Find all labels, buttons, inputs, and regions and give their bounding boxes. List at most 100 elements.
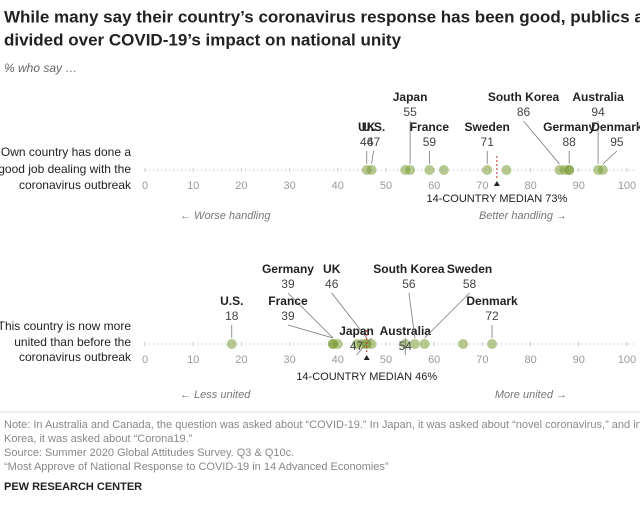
source: Source: Summer 2020 Global Attitudes Sur…: [4, 447, 294, 459]
dot: [419, 339, 430, 349]
leader-line: [356, 337, 372, 356]
country-label: Australia: [380, 324, 432, 338]
value-label: 88: [562, 135, 576, 149]
median-marker: [493, 181, 500, 186]
country-label: Australia: [572, 90, 624, 104]
dot: [424, 165, 435, 175]
x-tick-label: 40: [332, 180, 344, 192]
x-tick-label: 20: [235, 354, 247, 366]
x-tick-label: 90: [573, 180, 585, 192]
x-tick-label: 30: [283, 180, 295, 192]
dot: [409, 339, 420, 349]
country-label: UK: [323, 262, 341, 276]
note: Note: In Australia and Canada, the quest…: [4, 419, 640, 431]
dot: [438, 165, 449, 175]
report-title: “Most Approve of National Response to CO…: [4, 461, 389, 473]
value-label: 58: [463, 277, 477, 291]
value-label: 47: [350, 339, 364, 353]
x-tick-label: 40: [332, 354, 344, 366]
x-tick-label: 60: [428, 354, 440, 366]
dot: [366, 165, 377, 175]
country-label: Sweden: [465, 120, 510, 134]
leader-line: [408, 292, 416, 339]
row-label: Own country has done a: [1, 145, 131, 159]
leader-line: [523, 120, 560, 165]
value-label: 86: [517, 105, 531, 119]
dot: [405, 165, 416, 175]
value-label: 71: [481, 135, 495, 149]
value-label: 47: [367, 135, 381, 149]
country-label: South Korea: [373, 262, 445, 276]
dot: [487, 339, 498, 349]
country-label: Sweden: [447, 262, 492, 276]
dot: [332, 339, 343, 349]
dot: [482, 165, 493, 175]
dot: [366, 339, 377, 349]
x-tick-label: 60: [428, 180, 440, 192]
value-label: 18: [225, 309, 239, 323]
leader-line: [331, 292, 368, 339]
x-tick-label: 70: [476, 354, 488, 366]
leader-line: [602, 150, 618, 165]
value-label: 46: [325, 277, 339, 291]
median-label: 14-COUNTRY MEDIAN 46%: [296, 371, 437, 383]
row-label: coronavirus outbreak: [19, 350, 132, 364]
x-tick-label: 80: [524, 354, 536, 366]
title: While many say their country’s coronavir…: [4, 7, 640, 26]
country-label: Germany: [543, 120, 595, 134]
value-label: 56: [402, 277, 416, 291]
x-tick-label: 70: [476, 180, 488, 192]
value-label: 39: [281, 277, 295, 291]
x-tick-label: 100: [618, 180, 636, 192]
note: Korea, it was asked about “Corona19.”: [4, 433, 193, 445]
dot: [458, 339, 469, 349]
left-label: ← Less united: [180, 389, 251, 401]
dot: [226, 339, 237, 349]
country-label: Denmark: [591, 120, 640, 134]
value-label: 46: [360, 135, 374, 149]
x-tick-label: 0: [142, 354, 148, 366]
x-tick-label: 100: [618, 354, 636, 366]
right-label: Better handling →: [479, 210, 567, 222]
dot: [597, 165, 608, 175]
leader-line: [287, 324, 334, 339]
x-tick-label: 0: [142, 180, 148, 192]
leader-line: [287, 292, 334, 339]
country-label: Japan: [339, 324, 374, 338]
right-label: More united →: [495, 389, 567, 401]
x-tick-label: 30: [283, 354, 295, 366]
country-label: France: [268, 294, 308, 308]
credit: PEW RESEARCH CENTER: [4, 481, 142, 493]
country-label: UK: [358, 120, 376, 134]
median-label: 14-COUNTRY MEDIAN 73%: [426, 193, 567, 205]
x-tick-label: 20: [235, 180, 247, 192]
value-label: 95: [610, 135, 624, 149]
left-label: ← Worse handling: [180, 210, 271, 222]
row-label: This country is now more: [0, 319, 131, 333]
value-label: 59: [423, 135, 437, 149]
value-label: 72: [485, 309, 499, 323]
country-label: Denmark: [466, 294, 518, 308]
country-label: Japan: [393, 90, 428, 104]
row-label: good job dealing with the: [0, 162, 131, 176]
leader-line: [424, 292, 470, 339]
value-label: 55: [403, 105, 417, 119]
x-tick-label: 80: [524, 180, 536, 192]
value-label: 94: [591, 105, 605, 119]
dot: [501, 165, 512, 175]
x-tick-label: 50: [380, 180, 392, 192]
country-label: U.S.: [362, 120, 385, 134]
country-label: South Korea: [488, 90, 560, 104]
country-label: U.S.: [220, 294, 243, 308]
country-label: France: [410, 120, 450, 134]
row-label: united than before the: [14, 335, 131, 349]
x-tick-label: 10: [187, 354, 199, 366]
median-marker: [363, 355, 370, 360]
country-label: Germany: [262, 262, 314, 276]
dot: [564, 165, 575, 175]
leader-line: [371, 150, 374, 165]
subtitle: % who say …: [4, 61, 77, 75]
row-label: coronavirus outbreak: [19, 178, 132, 192]
